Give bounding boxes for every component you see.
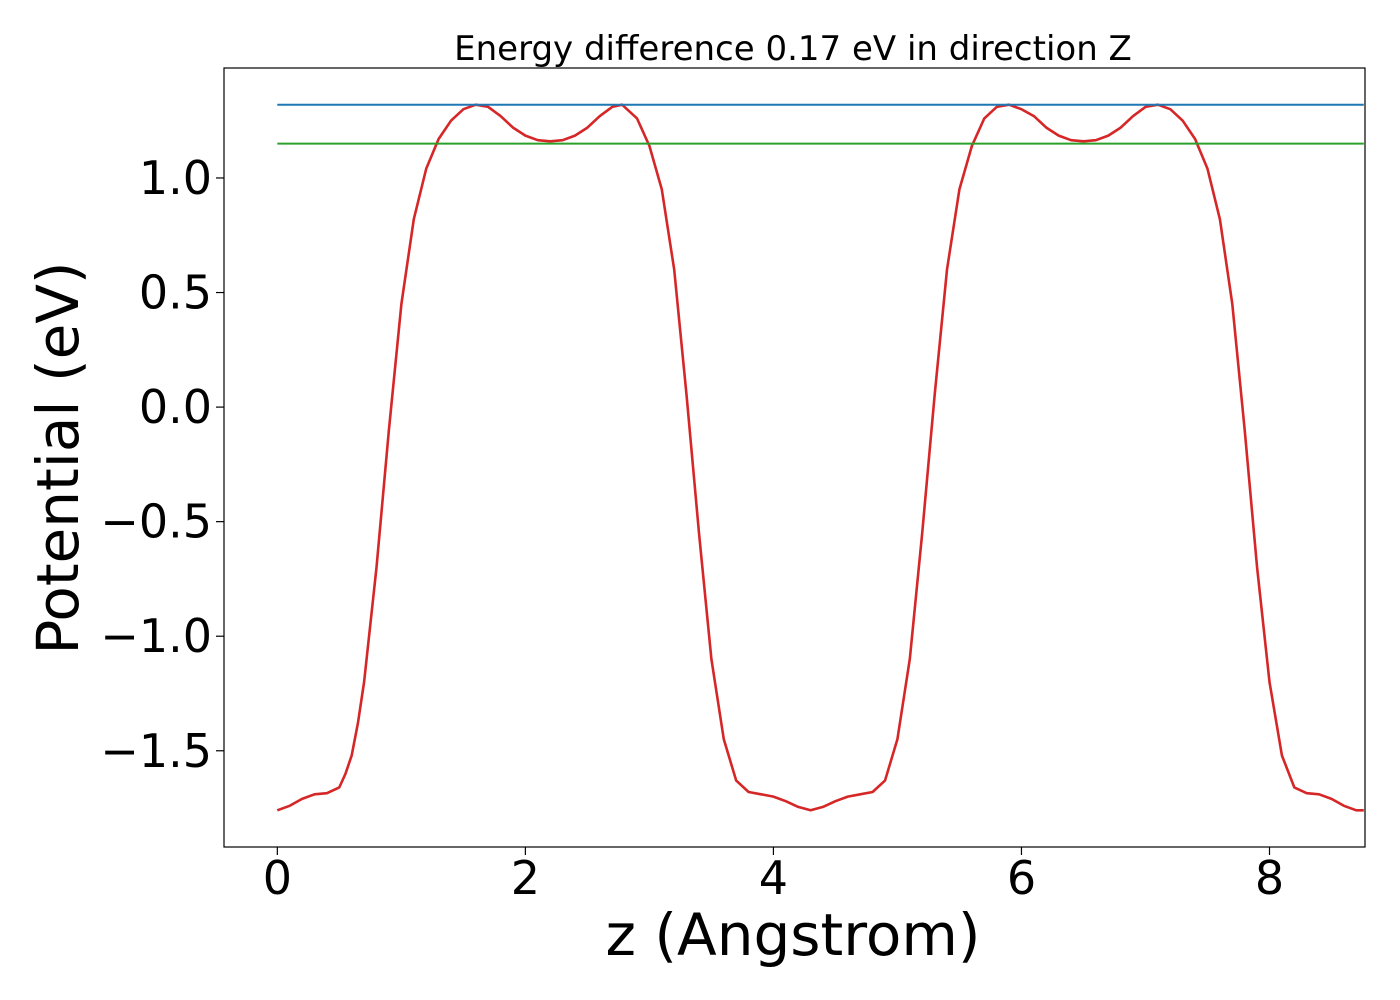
x-axis-label: z (Angstrom) <box>606 901 981 969</box>
x-tick-label: 2 <box>511 851 540 905</box>
y-tick-label: −1.5 <box>100 724 212 778</box>
y-axis-label: Potential (eV) <box>24 261 92 654</box>
y-tick-label: 0.5 <box>139 266 212 320</box>
x-tick-label: 8 <box>1255 851 1284 905</box>
chart-title: Energy difference 0.17 eV in direction Z <box>454 29 1132 69</box>
plot-frame <box>223 67 1366 848</box>
y-tick-label: 0.0 <box>139 380 212 434</box>
potential-line <box>276 103 1364 812</box>
y-tick-label: −0.5 <box>100 495 212 549</box>
y-tick-label: 1.0 <box>139 151 212 205</box>
x-tick-label: 4 <box>759 851 788 905</box>
x-tick-label: 0 <box>263 851 292 905</box>
y-tick-label: −1.0 <box>100 609 212 663</box>
plot-lines <box>276 103 1364 812</box>
x-axis-ticks: 0 2 4 6 8 <box>263 847 1284 905</box>
x-tick-label: 6 <box>1007 851 1036 905</box>
y-axis-ticks: −1.5 −1.0 −0.5 0.0 0.5 1.0 <box>100 151 224 778</box>
